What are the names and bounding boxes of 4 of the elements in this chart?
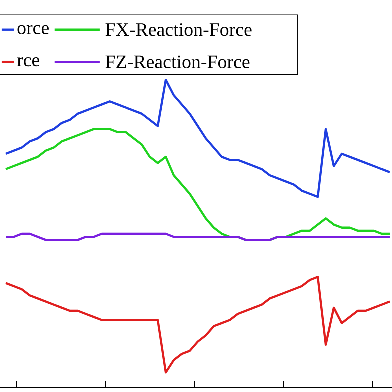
legend-label: FX-Reaction-Force [106,24,252,36]
legend-label: rce [17,58,40,67]
legend-label: orce [18,25,49,34]
legend-label: FZ-Reaction-Force [106,56,250,68]
